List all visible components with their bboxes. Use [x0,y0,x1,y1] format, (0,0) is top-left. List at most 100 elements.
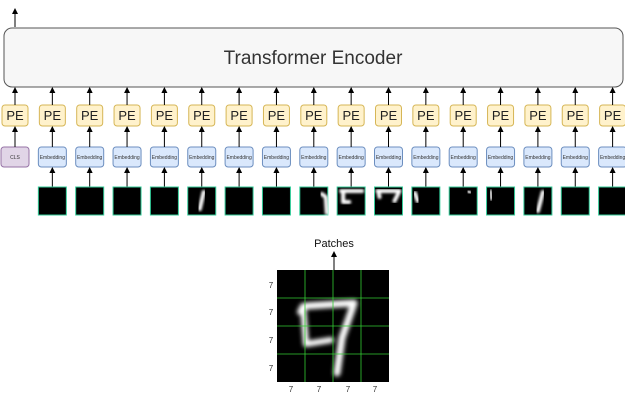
pe-label: PE [118,108,136,123]
pe-box: PE [449,104,477,127]
column-cls: PE CLS [0,87,30,168]
embedding-box: Embedding [486,146,516,168]
pe-label: PE [6,108,24,123]
column-patch-9: PE Embedding [336,87,366,216]
row-dimension-label: 7 [269,308,274,317]
column-patch-10: PE Embedding [374,87,403,216]
embedding-label: Embedding [376,155,402,161]
embedding-label: Embedding [189,155,215,161]
pe-label: PE [268,108,286,123]
pe-label: PE [529,108,547,123]
pe-box: PE [599,104,625,127]
embedding-label: Embedding [40,155,66,161]
patch-tile [486,186,516,216]
patch-tile [374,186,403,216]
embedding-label: Embedding [563,155,589,161]
patches-label: Patches [314,238,354,250]
embedding-box: Embedding [224,146,254,168]
column-patch-6: PE Embedding [224,87,254,216]
column-patch-15: PE Embedding [560,87,590,216]
pe-box: PE [76,104,104,127]
column-patch-11: PE Embedding [411,87,441,216]
col-dimension-label: 7 [317,385,322,394]
patch-tile [112,186,142,216]
embedding-label: Embedding [152,155,178,161]
pe-label: PE [305,108,323,123]
pe-label: PE [342,108,360,123]
column-patch-1: PE Embedding [37,87,67,216]
patch-tile [224,186,254,216]
pe-label: PE [417,108,435,123]
pe-box: PE [412,104,440,127]
embedding-label: Embedding [600,155,625,161]
patch-tile [560,186,590,216]
embedding-label: Embedding [264,155,290,161]
col-dimension-label: 7 [289,385,294,394]
cls-token: CLS [0,146,30,168]
embedding-box: Embedding [149,146,179,168]
encoder-label: Transformer Encoder [224,48,403,69]
pe-label: PE [455,108,473,123]
pe-box: PE [300,104,328,127]
row-dimension-label: 7 [269,336,274,345]
embedding-label: Embedding [451,155,477,161]
embedding-box: Embedding [598,146,625,168]
pe-label: PE [156,108,174,123]
column-patch-16: PE Embedding [598,87,625,216]
grid-dimension-labels: 7 7 7 7 7 7 7 7 [269,281,378,394]
column-patch-2: PE Embedding [75,87,105,216]
column-patch-5: PE Embedding [187,87,217,216]
embedding-box: Embedding [523,146,553,168]
patch-tile [261,186,291,216]
pe-label: PE [567,108,585,123]
patch-tile [299,186,329,216]
embedding-box: Embedding [560,146,590,168]
embedding-box: Embedding [336,146,366,168]
row-dimension-label: 7 [269,281,274,290]
pe-box: PE [561,104,589,127]
column-patch-12: PE Embedding [448,87,478,216]
patch-tile [75,186,105,216]
patch-tile [523,186,553,216]
embedding-box: Embedding [374,146,403,168]
pe-box: PE [375,104,402,127]
pe-label: PE [81,108,99,123]
source-image [277,270,389,382]
transformer-encoder: Transformer Encoder [3,27,624,88]
column-patch-14: PE Embedding [523,87,553,216]
patch-tile [37,186,67,216]
patch-tile [187,186,217,216]
column-patch-13: PE Embedding [486,87,516,216]
embedding-label: Embedding [77,155,103,161]
patch-tile [411,186,441,216]
embedding-label: Embedding [525,155,551,161]
embedding-box: Embedding [261,146,291,168]
col-dimension-label: 7 [373,385,378,394]
embedding-box: Embedding [299,146,329,168]
embedding-label: Embedding [114,155,140,161]
pe-label: PE [380,108,398,123]
pe-box: PE [188,104,216,127]
patch-tile [598,186,625,216]
pe-box: PE [113,104,141,127]
patch-grid [277,270,389,382]
embedding-box: Embedding [75,146,105,168]
embedding-box: Embedding [187,146,217,168]
column-patch-7: PE Embedding [261,87,291,216]
pe-box: PE [262,104,290,127]
column-patch-3: PE Embedding [112,87,142,216]
pe-box: PE [225,104,253,127]
row-dimension-label: 7 [269,364,274,373]
pe-label: PE [604,108,622,123]
token-columns: PECLSPEEmbeddingPEEmbeddingPEEmbeddingPE… [0,87,625,216]
pe-label: PE [230,108,248,123]
pe-box: PE [150,104,178,127]
pe-box: PE [487,104,515,127]
pe-box: PE [38,104,66,127]
pe-label: PE [492,108,510,123]
embedding-label: Embedding [226,155,252,161]
embedding-label: Embedding [301,155,327,161]
embedding-box: Embedding [37,146,67,168]
patch-tile [149,186,179,216]
